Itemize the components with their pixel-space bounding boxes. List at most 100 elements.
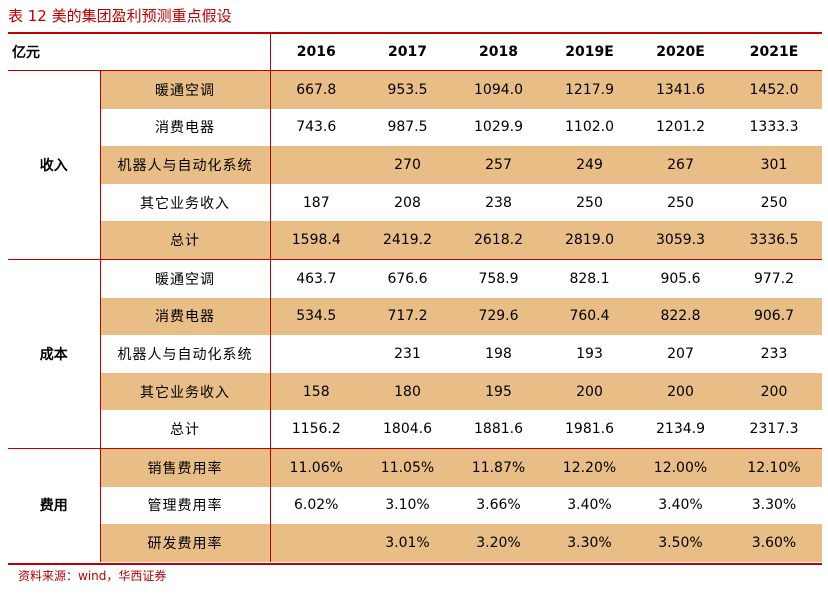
bottom-rule	[8, 563, 822, 565]
value-cell: 238	[485, 194, 512, 211]
value-cell: 534.5	[270, 297, 362, 336]
row-label: 暖通空调	[100, 259, 271, 298]
value-cell: 3.60%	[726, 524, 822, 562]
value-cell: 717.2	[362, 297, 453, 336]
value-cell: 3.40%	[658, 497, 703, 514]
value-cell: 667.8	[270, 70, 362, 109]
table-row: 其它业务收入 187 208 238 250 250 250	[8, 183, 822, 222]
value-cell: 11.05%	[362, 448, 453, 487]
value-cell: 822.8	[635, 297, 726, 336]
value-cell: 12.00%	[635, 448, 726, 487]
value-cell: 729.6	[453, 297, 544, 336]
table-title: 表 12 美的集团盈利预测重点假设	[8, 7, 232, 25]
value-cell: 180	[362, 372, 453, 411]
table-row: 消费电器 534.5 717.2 729.6 760.4 822.8 906.7	[8, 297, 822, 336]
row-label: 机器人与自动化系统	[100, 146, 271, 184]
value-cell: 187	[302, 194, 330, 211]
value-cell: 11.87%	[453, 448, 544, 487]
row-label: 消费电器	[100, 297, 271, 336]
value-cell: 1156.2	[270, 410, 362, 449]
value-cell: 195	[453, 372, 544, 411]
value-cell: 231	[394, 345, 421, 362]
value-cell: 953.5	[362, 70, 453, 109]
value-cell: 828.1	[569, 270, 610, 287]
value-cell: 301	[726, 146, 822, 184]
value-cell: 1452.0	[726, 70, 822, 109]
source-note: 资料来源：wind，华西证券	[18, 569, 167, 583]
value-cell: 250	[667, 194, 694, 211]
value-cell: 6.02%	[294, 497, 339, 514]
value-cell: 267	[635, 146, 726, 184]
row-label: 暖通空调	[100, 70, 271, 109]
table-row: 收入 暖通空调 667.8 953.5 1094.0 1217.9 1341.6 1452.0	[8, 70, 822, 260]
value-cell: 2317.3	[726, 410, 822, 449]
top-rule	[8, 32, 822, 34]
table-row: 成本 暖通空调 463.7 676.6 758.9 828.1 905.6 977.2	[8, 259, 822, 449]
table-row: 其它业务收入 158 180 195 200 200 200	[8, 372, 822, 411]
value-cell: 2618.2	[453, 221, 544, 260]
value-cell: 1341.6	[635, 70, 726, 109]
year-header: 2018	[453, 34, 544, 71]
row-label: 其它业务收入	[100, 372, 271, 411]
group-label: 费用	[8, 448, 101, 562]
value-cell: 760.4	[544, 297, 635, 336]
value-cell	[270, 146, 362, 184]
row-label: 机器人与自动化系统	[100, 335, 271, 373]
table-row: 消费电器 743.6 987.5 1029.9 1102.0 1201.2 1333.3	[8, 108, 822, 147]
value-cell: 207	[667, 345, 694, 362]
value-cell: 250	[576, 194, 603, 211]
table-row: 机器人与自动化系统 231 198 193 207 233	[8, 335, 822, 373]
value-cell: 233	[760, 345, 788, 362]
group-label: 收入	[8, 70, 101, 260]
value-cell: 3.66%	[476, 497, 521, 514]
value-cell: 987.5	[387, 119, 428, 136]
year-header: 2020E	[635, 34, 726, 71]
value-cell: 3.50%	[635, 524, 726, 562]
row-label: 其它业务收入	[100, 183, 271, 222]
year-header: 2016	[270, 34, 362, 71]
value-cell: 1333.3	[749, 119, 799, 136]
value-cell: 12.10%	[726, 448, 822, 487]
table-row: 费用 销售费用率 11.06% 11.05% 11.87% 12.20% 12.00% 12.…	[8, 448, 822, 562]
table-row: 机器人与自动化系统 270 257 249 267 301	[8, 146, 822, 184]
value-cell: 257	[453, 146, 544, 184]
value-cell: 1102.0	[565, 119, 614, 136]
value-cell: 200	[726, 372, 822, 411]
value-cell: 1094.0	[453, 70, 544, 109]
row-label: 研发费用率	[100, 524, 271, 562]
value-cell: 743.6	[296, 119, 337, 136]
table-row: 总计 1598.4 2419.2 2618.2 2819.0 3059.3 3336.5	[8, 221, 822, 260]
value-cell: 463.7	[296, 270, 337, 287]
value-cell: 270	[362, 146, 453, 184]
value-cell: 3.01%	[362, 524, 453, 562]
value-cell: 1804.6	[362, 410, 453, 449]
value-cell: 11.06%	[270, 448, 362, 487]
value-cell: 758.9	[478, 270, 519, 287]
value-cell: 3336.5	[726, 221, 822, 260]
forecast-table: 亿元 2016 2017 2018 2019E 2020E 2021E 收入 暖通…	[8, 34, 822, 562]
year-header: 2019E	[544, 34, 635, 71]
value-cell: 200	[544, 372, 635, 411]
value-cell: 1881.6	[453, 410, 544, 449]
value-cell: 2134.9	[635, 410, 726, 449]
group-label: 成本	[8, 259, 101, 449]
value-cell: 1981.6	[544, 410, 635, 449]
value-cell: 676.6	[387, 270, 428, 287]
value-cell: 3.40%	[567, 497, 612, 514]
value-cell: 3.30%	[544, 524, 635, 562]
table-row: 研发费用率 3.01% 3.20% 3.30% 3.50% 3.60%	[8, 524, 822, 562]
table-row: 管理费用率 6.02% 3.10% 3.66% 3.40% 3.40% 3.30%	[8, 486, 822, 525]
value-cell: 1201.2	[656, 119, 705, 136]
row-label: 总计	[100, 410, 271, 449]
header-row: 亿元 2016 2017 2018 2019E 2020E 2021E	[8, 34, 822, 71]
value-cell: 906.7	[726, 297, 822, 336]
value-cell	[270, 524, 362, 562]
value-cell: 198	[485, 345, 512, 362]
value-cell: 12.20%	[544, 448, 635, 487]
table-row: 总计 1156.2 1804.6 1881.6 1981.6 2134.9 2317.3	[8, 410, 822, 449]
value-cell: 3.10%	[385, 497, 430, 514]
value-cell: 249	[544, 146, 635, 184]
value-cell: 977.2	[753, 270, 795, 287]
value-cell: 200	[635, 372, 726, 411]
value-cell: 3.30%	[751, 497, 797, 514]
